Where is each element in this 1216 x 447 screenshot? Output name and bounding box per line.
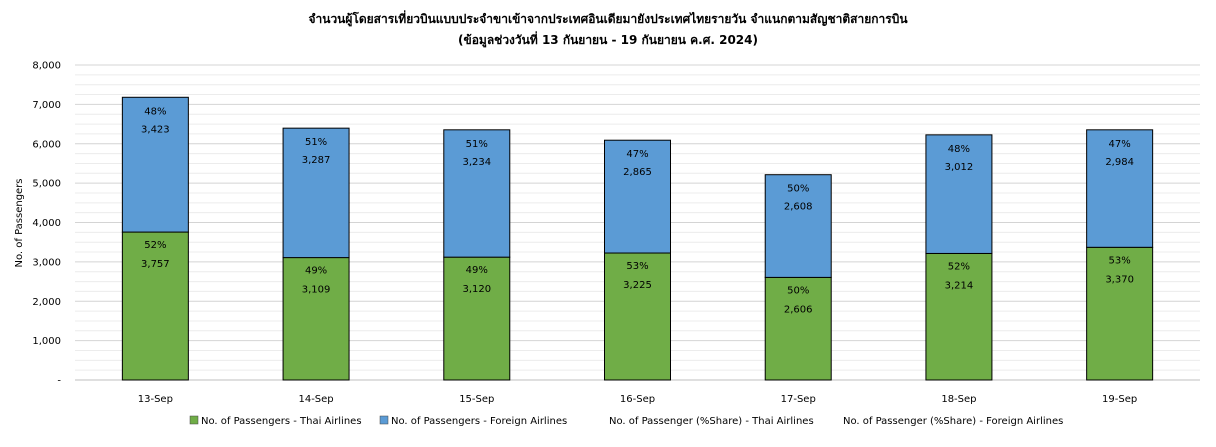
value-label-foreign: 2,865 (623, 167, 652, 178)
legend-item-label: No. of Passengers - Foreign Airlines (391, 416, 567, 427)
value-label-foreign: 2,608 (784, 202, 813, 213)
value-label-foreign: 3,423 (141, 124, 170, 135)
value-label-foreign: 2,984 (1105, 157, 1134, 168)
x-tick-label: 13-Sep (138, 394, 173, 405)
share-label-foreign: 47% (626, 149, 648, 160)
y-tick-label: 8,000 (32, 61, 61, 72)
share-label-foreign: 48% (144, 106, 166, 117)
legend-item-label: No. of Passenger (%Share) - Thai Airline… (609, 416, 814, 427)
legend-swatch (379, 415, 389, 425)
share-label-thai: 52% (144, 240, 166, 251)
x-axis-ticks: 13-Sep 14-Sep 15-Sep 16-Sep 17-Sep 18-Sep 19-S… (138, 394, 1137, 405)
legend-swatch (189, 415, 199, 425)
share-label-thai: 52% (948, 261, 970, 272)
x-tick-label: 14-Sep (298, 394, 333, 405)
share-label-foreign: 50% (787, 184, 809, 195)
share-label-foreign: 51% (305, 137, 327, 148)
value-label-thai: 3,225 (623, 280, 652, 291)
y-axis-ticks: - 1,000 2,000 3,000 4,000 5,000 6,000 7,000 8,00… (32, 61, 61, 387)
value-label-foreign: 3,012 (945, 162, 974, 173)
bar-foreign-airlines (764, 174, 832, 278)
bar-foreign-airlines (925, 134, 993, 254)
bar-foreign-airlines (443, 129, 511, 258)
bar-foreign-airlines (604, 139, 671, 254)
x-tick-label: 16-Sep (620, 394, 655, 405)
chart-subtitle: (ข้อมูลช่วงวันที่ 13 กันยายน - 19 กันยาย… (458, 31, 758, 48)
y-tick-label: 7,000 (32, 100, 61, 111)
share-label-foreign: 48% (948, 144, 970, 155)
bar-foreign-airlines (121, 96, 189, 233)
value-label-thai: 2,606 (784, 304, 813, 315)
value-label-foreign: 3,234 (462, 157, 491, 168)
data-labels: 52% 3,757 48% 3,423 49% 3,109 51% 3,287 49% 3,120… (141, 106, 1134, 315)
y-tick-label: 2,000 (32, 297, 61, 308)
bar-thai-airlines (764, 276, 832, 381)
value-label-thai: 3,370 (1105, 274, 1134, 285)
y-tick-label: - (57, 376, 61, 387)
y-tick-label: 3,000 (32, 257, 61, 268)
share-label-thai: 50% (787, 285, 809, 296)
legend: No. of Passengers - Thai Airlines No. of … (189, 415, 1063, 427)
bar-thai-airlines (925, 252, 993, 381)
x-tick-label: 19-Sep (1102, 394, 1137, 405)
value-label-thai: 3,214 (945, 280, 974, 291)
bar-thai-airlines (604, 252, 671, 381)
y-axis-label: No. of Passengers (14, 178, 25, 267)
value-label-thai: 3,120 (462, 284, 491, 295)
legend-item-label: No. of Passengers - Thai Airlines (201, 416, 362, 427)
x-tick-label: 17-Sep (781, 394, 816, 405)
legend-item-label: No. of Passenger (%Share) - Foreign Airl… (843, 416, 1063, 427)
y-tick-label: 5,000 (32, 179, 61, 190)
bars (121, 96, 1154, 381)
y-tick-label: 6,000 (32, 139, 61, 150)
share-label-thai: 49% (305, 266, 327, 277)
chart-title: จำนวนผู้โดยสารเที่ยวบินแบบประจำขาเข้าจาก… (308, 10, 908, 27)
value-label-thai: 3,757 (141, 259, 170, 270)
value-label-thai: 3,109 (302, 285, 331, 296)
value-label-foreign: 3,287 (302, 155, 331, 166)
share-label-foreign: 51% (466, 139, 488, 150)
share-label-thai: 53% (626, 261, 648, 272)
share-label-thai: 53% (1109, 255, 1131, 266)
y-tick-label: 1,000 (32, 336, 61, 347)
y-tick-label: 4,000 (32, 218, 61, 229)
share-label-foreign: 47% (1109, 139, 1131, 150)
bar-foreign-airlines (1086, 129, 1154, 248)
bar-foreign-airlines (282, 127, 350, 259)
bar-thai-airlines (1086, 246, 1154, 381)
bar-thai-airlines (443, 256, 511, 381)
x-tick-label: 18-Sep (941, 394, 976, 405)
bar-thai-airlines (282, 257, 350, 381)
bar-thai-airlines (121, 231, 189, 381)
share-label-thai: 49% (466, 265, 488, 276)
x-tick-label: 15-Sep (459, 394, 494, 405)
